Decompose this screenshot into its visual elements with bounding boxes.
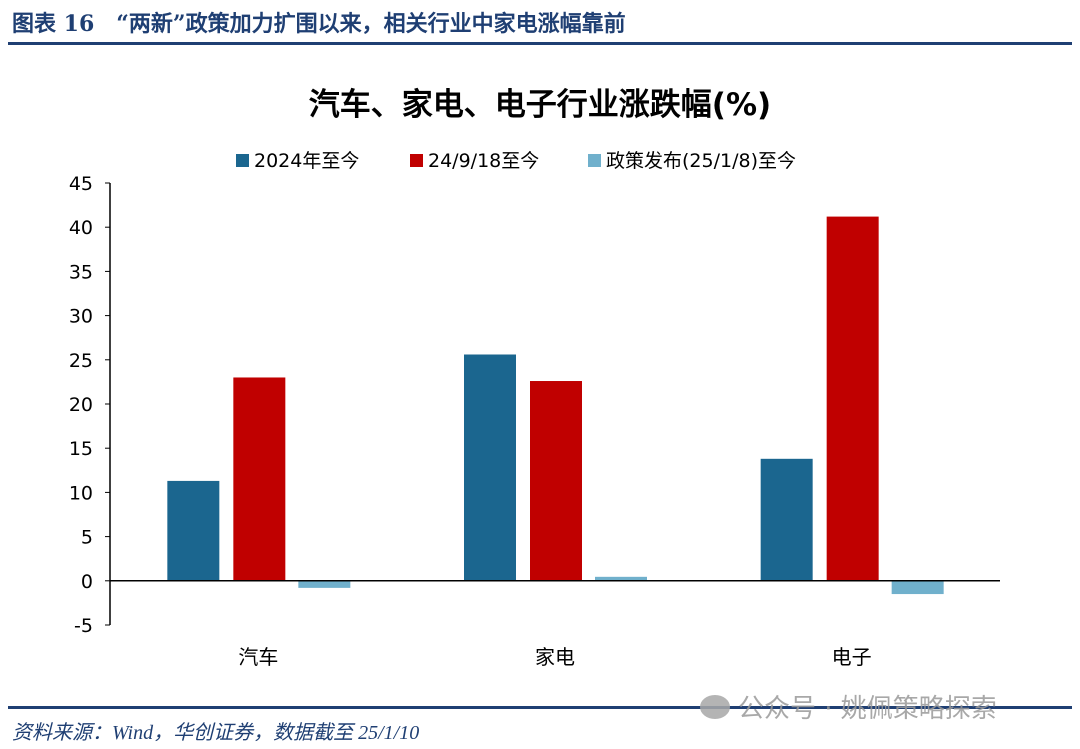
watermark-text: 公众号 · 姚佩策略探索 bbox=[738, 694, 997, 724]
figure-label: 图表 16 “两新”政策加力扩围以来，相关行业中家电涨幅靠前 bbox=[12, 11, 626, 37]
bar-家电-1 bbox=[530, 381, 582, 581]
legend-label: 政策发布(25/1/8)至今 bbox=[606, 150, 796, 172]
bar-汽车-2 bbox=[298, 580, 351, 588]
y-tick-label: -5 bbox=[74, 615, 93, 637]
legend-swatch bbox=[236, 154, 249, 167]
legend-swatch bbox=[410, 154, 423, 167]
chart-title: 汽车、家电、电子行业涨跌幅(%) bbox=[309, 87, 771, 123]
x-tick-label: 电子 bbox=[832, 645, 872, 669]
y-tick-label: 15 bbox=[69, 438, 93, 460]
legend-label: 24/9/18至今 bbox=[428, 150, 539, 172]
legend-swatch bbox=[588, 154, 601, 167]
bottom-divider bbox=[8, 706, 1072, 709]
top-divider bbox=[8, 42, 1072, 45]
y-tick-label: 10 bbox=[69, 482, 93, 504]
y-tick-label: 45 bbox=[69, 173, 93, 195]
bar-汽车-1 bbox=[233, 377, 286, 581]
y-tick-label: 35 bbox=[69, 261, 93, 283]
bar-家电-0 bbox=[464, 354, 516, 581]
wechat-icon bbox=[700, 694, 730, 719]
y-tick-label: 20 bbox=[69, 394, 93, 416]
source-note: 资料来源：Wind，华创证券，数据截至 25/1/10 bbox=[12, 722, 420, 744]
x-tick-label: 汽车 bbox=[238, 645, 278, 669]
y-tick-label: 30 bbox=[69, 306, 93, 328]
bar-电子-2 bbox=[891, 580, 944, 595]
legend-label: 2024年至今 bbox=[254, 150, 359, 172]
y-tick-label: 40 bbox=[69, 217, 93, 239]
y-tick-label: 0 bbox=[81, 571, 93, 593]
y-tick-label: 5 bbox=[81, 527, 93, 549]
bar-汽车-0 bbox=[167, 480, 220, 581]
bar-家电-2 bbox=[595, 576, 647, 581]
y-tick-label: 25 bbox=[69, 350, 93, 372]
x-tick-label: 家电 bbox=[535, 645, 575, 669]
watermark: 公众号 · 姚佩策略探索 bbox=[700, 688, 997, 725]
chart: 汽车、家电、电子行业涨跌幅(%) 2024年至今 24/9/18至今 政策发布(25/… bbox=[69, 87, 1000, 669]
bar-电子-0 bbox=[760, 458, 813, 581]
bar-电子-1 bbox=[826, 216, 879, 581]
